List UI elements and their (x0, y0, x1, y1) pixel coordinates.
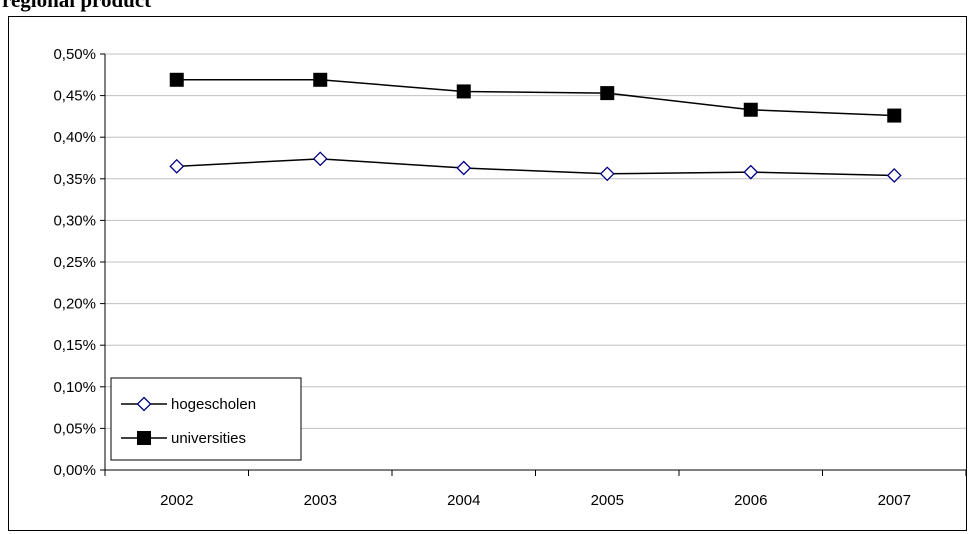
legend-marker-hogescholen (136, 396, 152, 412)
y-tick-label: 0,45% (53, 88, 96, 105)
series-line-universities (176, 79, 895, 117)
y-tick-label: 0,05% (53, 420, 96, 437)
legend-box (110, 377, 302, 461)
data-point-hogescholen (599, 166, 615, 182)
data-point-universities (313, 72, 328, 87)
legend-marker-universities (137, 431, 151, 445)
data-point-universities (600, 86, 615, 101)
y-tick-label: 0,25% (53, 254, 96, 271)
data-point-hogescholen (312, 151, 328, 167)
y-tick-label: 0,10% (53, 379, 96, 396)
line-chart: 0,00% 0,05% 0,10% 0,15% 0,20% 0,25% 0,30% 0,35%… (53, 46, 966, 509)
y-tick-label: 0,20% (53, 296, 96, 313)
y-tick-label: 0,35% (53, 171, 96, 188)
y-tick-label: 0,30% (53, 212, 96, 229)
y-tick-label: 0,15% (53, 337, 96, 354)
x-tick-label: 2002 (160, 492, 193, 509)
data-point-hogescholen (456, 160, 472, 176)
data-point-hogescholen (886, 168, 902, 183)
data-point-hogescholen (743, 164, 759, 180)
data-point-hogescholen (169, 158, 185, 174)
data-point-universities (743, 102, 758, 117)
y-tick-label: 0,00% (53, 462, 96, 479)
x-tick-label: 2006 (734, 492, 767, 509)
x-tick-label: 2003 (304, 492, 337, 509)
chart-title: regional product (2, 0, 152, 12)
y-tick-label: 0,50% (53, 46, 96, 63)
data-point-universities (169, 72, 184, 87)
x-tick-label: 2005 (591, 492, 624, 509)
data-point-universities (887, 108, 902, 123)
data-point-universities (456, 84, 471, 99)
chart-frame: 0,00% 0,05% 0,10% 0,15% 0,20% 0,25% 0,30% 0,35%… (8, 16, 967, 531)
y-tick-label: 0,40% (53, 129, 96, 146)
legend-label-hogescholen: hogescholen (171, 396, 256, 413)
legend-label-universities: universities (171, 430, 246, 447)
x-tick-label: 2004 (447, 492, 480, 509)
series-line-hogescholen (176, 158, 895, 177)
x-tick-label: 2007 (878, 492, 911, 509)
